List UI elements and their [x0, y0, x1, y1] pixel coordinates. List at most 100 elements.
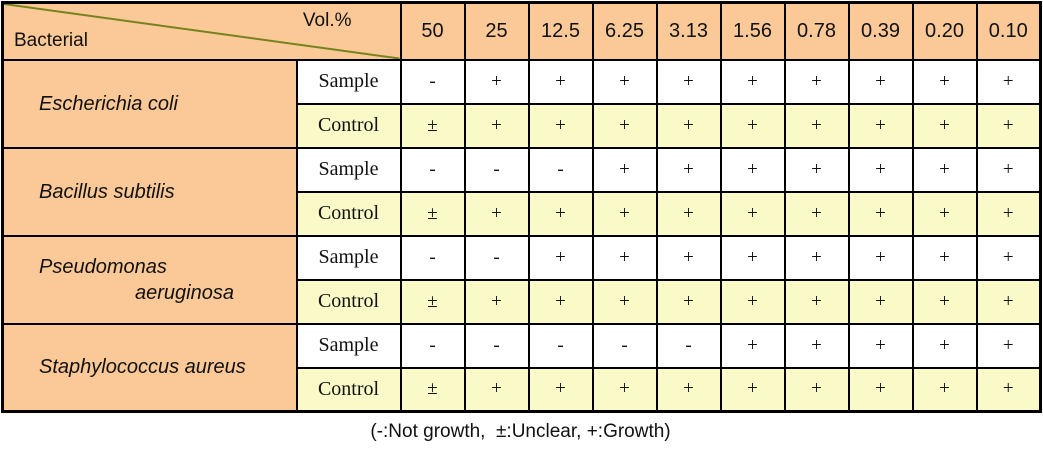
- result-cell: +: [719, 322, 786, 369]
- corner-cell: Vol.% Bacterial: [1, 1, 402, 61]
- result-cell: +: [847, 234, 914, 281]
- bacteria-name: Staphylococcus aureus: [39, 356, 246, 379]
- bacterial-growth-table: Vol.% Bacterial 50 25 12.5 6.25 3.13 1.5…: [1, 1, 1042, 413]
- result-cell: -: [399, 322, 466, 369]
- bacteria-name-cell: Bacillus subtilis: [1, 146, 298, 237]
- result-cell: +: [591, 146, 658, 193]
- result-cell: +: [719, 102, 786, 149]
- result-cell: +: [719, 58, 786, 105]
- result-cell: +: [719, 234, 786, 281]
- result-cell: +: [911, 366, 978, 413]
- result-cell: +: [655, 190, 722, 237]
- result-cell: +: [783, 322, 850, 369]
- sample-row: Staphylococcus aureus Sample - - - - - +…: [1, 322, 1042, 413]
- legend: (-:Not growth, ±:Unclear, +:Growth): [370, 421, 671, 442]
- result-cell: +: [975, 146, 1042, 193]
- result-cell: +: [911, 278, 978, 325]
- result-cell: -: [463, 322, 530, 369]
- result-cell: -: [527, 146, 594, 193]
- concentration-header: 0.10: [975, 1, 1042, 61]
- control-row: Control ± + + + + + + + + +: [3, 366, 1042, 413]
- result-cell: -: [527, 322, 594, 369]
- concentration-header: 25: [463, 1, 530, 61]
- result-cell: ±: [399, 278, 466, 325]
- result-cell: +: [975, 102, 1042, 149]
- result-cell: +: [463, 366, 530, 413]
- bacteria-name: Pseudomonas: [39, 255, 167, 278]
- result-cell: +: [655, 278, 722, 325]
- result-cell: +: [591, 102, 658, 149]
- result-cell: +: [975, 190, 1042, 237]
- control-row: Control ± + + + + + + + + +: [3, 190, 1042, 237]
- concentration-header: 1.56: [719, 1, 786, 61]
- result-cell: +: [527, 278, 594, 325]
- result-cell: -: [399, 146, 466, 193]
- control-label: Control: [295, 278, 402, 325]
- bacterial-label: Bacterial: [14, 29, 88, 51]
- result-cell: -: [591, 322, 658, 369]
- vol-percent-label: Vol.%: [302, 10, 352, 31]
- result-cell: -: [399, 58, 466, 105]
- result-cell: +: [847, 278, 914, 325]
- result-cell: +: [911, 234, 978, 281]
- result-cell: +: [591, 366, 658, 413]
- result-cell: +: [783, 234, 850, 281]
- result-cell: +: [591, 190, 658, 237]
- result-cell: +: [783, 278, 850, 325]
- result-cell: +: [527, 58, 594, 105]
- result-cell: +: [719, 190, 786, 237]
- sample-row: Bacillus subtilis Sample - - - + + + + +…: [1, 146, 1042, 237]
- result-cell: -: [463, 234, 530, 281]
- result-cell: -: [463, 146, 530, 193]
- result-cell: +: [463, 190, 530, 237]
- result-cell: +: [847, 146, 914, 193]
- result-cell: +: [463, 102, 530, 149]
- result-cell: +: [783, 102, 850, 149]
- concentration-header: 50: [399, 1, 466, 61]
- result-cell: +: [975, 322, 1042, 369]
- control-label: Control: [295, 190, 402, 237]
- result-cell: +: [911, 190, 978, 237]
- result-cell: +: [591, 278, 658, 325]
- result-cell: +: [911, 146, 978, 193]
- result-cell: +: [911, 102, 978, 149]
- result-cell: +: [591, 234, 658, 281]
- result-cell: +: [527, 234, 594, 281]
- result-cell: +: [783, 146, 850, 193]
- result-cell: -: [399, 234, 466, 281]
- bacteria-name: Bacillus subtilis: [39, 180, 175, 203]
- result-cell: +: [847, 102, 914, 149]
- result-cell: +: [655, 102, 722, 149]
- sample-label: Sample: [295, 58, 402, 105]
- result-cell: +: [911, 322, 978, 369]
- result-cell: +: [847, 322, 914, 369]
- result-cell: +: [975, 58, 1042, 105]
- result-cell: +: [655, 146, 722, 193]
- bacteria-name-line2: aeruginosa: [135, 281, 234, 304]
- result-cell: +: [847, 190, 914, 237]
- result-cell: +: [975, 278, 1042, 325]
- bacteria-name-cell: Pseudomonas aeruginosa: [1, 234, 298, 325]
- control-row: Control ± + + + + + + + + +: [3, 278, 1042, 325]
- result-cell: ±: [399, 366, 466, 413]
- result-cell: +: [911, 58, 978, 105]
- table-body: Escherichia coli Sample - + + + + + + + …: [1, 58, 1042, 413]
- sample-label: Sample: [295, 146, 402, 193]
- result-cell: +: [975, 234, 1042, 281]
- concentration-header: 0.39: [847, 1, 914, 61]
- result-cell: +: [463, 58, 530, 105]
- result-cell: +: [847, 58, 914, 105]
- result-cell: +: [463, 278, 530, 325]
- concentration-header: 0.20: [911, 1, 978, 61]
- control-label: Control: [295, 366, 402, 413]
- table-header: Vol.% Bacterial 50 25 12.5 6.25 3.13 1.5…: [1, 1, 1042, 61]
- result-cell: +: [527, 366, 594, 413]
- result-cell: +: [655, 366, 722, 413]
- concentration-header: 3.13: [655, 1, 722, 61]
- diagonal-line: [4, 4, 400, 59]
- result-cell: ±: [399, 102, 466, 149]
- result-cell: +: [783, 190, 850, 237]
- result-cell: +: [719, 278, 786, 325]
- result-cell: +: [527, 190, 594, 237]
- header-row: Vol.% Bacterial 50 25 12.5 6.25 3.13 1.5…: [1, 1, 1042, 61]
